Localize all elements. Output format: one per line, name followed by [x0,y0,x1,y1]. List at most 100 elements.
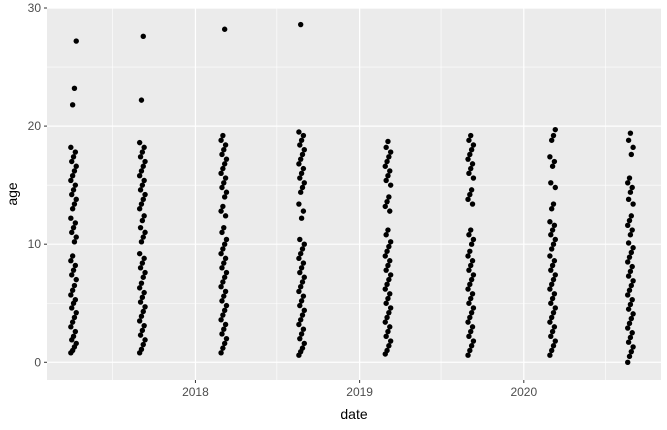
data-point [387,338,394,344]
data-point [387,291,393,297]
data-point [625,339,632,345]
data-point [136,250,143,257]
data-point [628,348,635,355]
data-point [547,253,553,259]
data-point [470,305,477,311]
data-point [629,184,635,191]
data-point [467,347,473,354]
data-point [468,227,474,233]
data-point [69,206,76,212]
data-point [72,262,79,269]
data-point [625,325,631,331]
data-point [221,26,228,32]
data-point [468,241,475,247]
data-point [468,187,475,193]
data-point [69,305,75,311]
data-point [298,215,305,221]
data-point [296,129,302,135]
data-point [297,236,303,243]
data-point [137,154,144,160]
data-point [630,144,636,151]
data-point [218,284,224,290]
data-point [218,170,224,177]
data-point [382,203,388,210]
data-point [627,130,634,136]
data-point [137,332,144,338]
data-point [548,347,555,354]
data-point [140,196,146,203]
data-point [297,250,304,257]
data-point [627,232,634,238]
data-point [470,272,477,278]
data-point [297,175,303,181]
data-point [630,344,636,350]
data-point [221,180,227,186]
data-point [137,224,144,231]
data-point [469,291,476,297]
data-point [383,232,389,238]
data-point [386,154,392,160]
data-point [301,241,307,247]
data-point [297,284,304,290]
data-point [296,201,302,207]
data-point [142,337,148,343]
data-point [387,272,394,278]
data-point [299,312,306,318]
data-point [141,289,147,296]
data-point [626,254,633,260]
data-point [548,246,555,252]
data-point [139,217,146,224]
data-point [548,314,555,321]
data-point [470,236,477,243]
data-point [220,279,226,285]
data-point [465,253,471,259]
data-point [382,253,388,259]
data-point [552,272,558,278]
data-point [141,144,147,151]
data-point [219,184,225,191]
data-point [218,317,224,323]
data-point [549,262,556,269]
data-point [220,312,226,318]
data-point [383,177,389,184]
data-point [141,213,147,219]
data-point [70,187,77,193]
data-point [384,347,390,354]
data-point [70,154,77,160]
data-point [548,206,555,212]
data-point [551,291,558,297]
data-point [140,308,146,315]
data-point [466,267,472,273]
data-point [222,175,229,181]
data-point [221,224,227,231]
data-point [139,182,146,188]
data-point [627,334,634,341]
data-point [297,335,303,342]
data-point [139,260,146,266]
data-point [466,300,472,306]
data-point [550,309,557,316]
data-point [627,301,634,308]
y-tick-label: 0 [34,355,41,369]
data-point [625,273,632,279]
data-point [300,260,307,266]
data-point [70,224,77,231]
data-point [383,300,389,306]
data-point [550,241,557,247]
data-point [219,229,225,236]
data-point [625,306,632,312]
data-point [69,102,76,108]
data-point [469,201,476,207]
data-point [300,132,307,139]
data-point [300,326,307,332]
data-point [298,170,305,177]
data-point [223,269,230,276]
data-point [69,319,76,325]
x-tick-label: 2020 [510,385,537,399]
data-point [137,265,144,271]
data-points [68,21,636,365]
data-point [301,340,307,347]
data-point [548,300,554,306]
data-point [548,137,555,143]
data-point [299,184,306,191]
